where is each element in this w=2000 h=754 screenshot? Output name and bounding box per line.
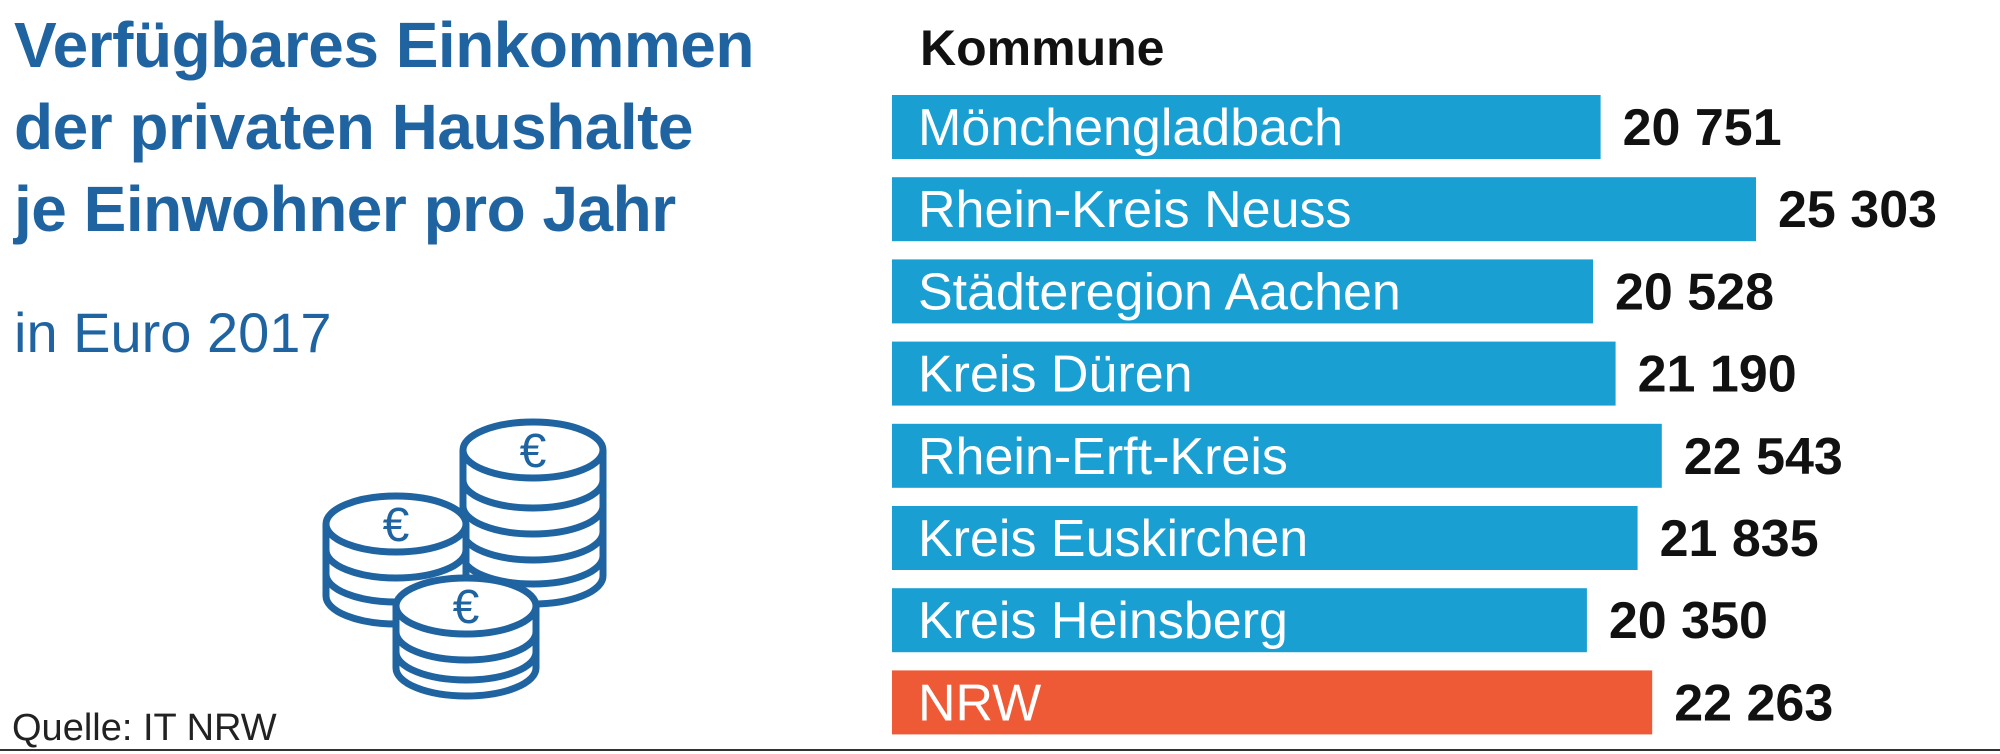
category-label: NRW xyxy=(918,674,1041,732)
bar-mönchengladbach xyxy=(892,95,1601,159)
source-note: Quelle: IT NRW xyxy=(12,707,277,749)
value-label: 25 303 xyxy=(1778,181,1937,239)
bar-nrw xyxy=(892,670,1653,735)
bar-kreis-euskirchen xyxy=(892,506,1638,570)
bar-kreis-düren xyxy=(892,341,1616,406)
category-label: Kreis Heinsberg xyxy=(918,592,1288,650)
chart-title-line: je Einwohner pro Jahr xyxy=(14,173,676,245)
category-header: Kommune xyxy=(920,20,1165,76)
euro-symbol: € xyxy=(520,425,547,478)
chart-title-line: der privaten Haushalte xyxy=(14,91,694,163)
value-label: 22 263 xyxy=(1674,674,1833,732)
chart-subtitle: in Euro 2017 xyxy=(14,301,332,364)
value-label: 22 543 xyxy=(1684,428,1843,486)
category-label: Kreis Euskirchen xyxy=(918,510,1308,568)
category-label: Mönchengladbach xyxy=(918,99,1343,157)
bar-kreis-heinsberg xyxy=(892,588,1587,653)
value-label: 20 751 xyxy=(1623,99,1782,157)
value-label: 20 528 xyxy=(1615,263,1774,321)
euro-symbol: € xyxy=(383,499,410,552)
bottom-divider xyxy=(0,749,2000,751)
value-label: 21 835 xyxy=(1660,510,1819,568)
chart-title: Verfügbares Einkommen der privaten Haush… xyxy=(14,4,894,250)
bar-rhein-kreis-neuss xyxy=(892,177,1756,242)
category-label: Rhein-Kreis Neuss xyxy=(918,181,1352,239)
category-label: Rhein-Erft-Kreis xyxy=(918,428,1288,486)
euro-coins-icon: € € € xyxy=(322,418,607,700)
euro-symbol: € xyxy=(453,581,480,634)
bar-rhein-erft-kreis xyxy=(892,423,1662,488)
category-label: Städteregion Aachen xyxy=(918,263,1401,321)
value-label: 20 350 xyxy=(1609,592,1768,650)
bar-städteregion-aachen xyxy=(892,259,1593,324)
category-label: Kreis Düren xyxy=(918,346,1193,404)
value-label: 21 190 xyxy=(1638,346,1797,404)
chart-title-line: Verfügbares Einkommen xyxy=(14,9,754,81)
